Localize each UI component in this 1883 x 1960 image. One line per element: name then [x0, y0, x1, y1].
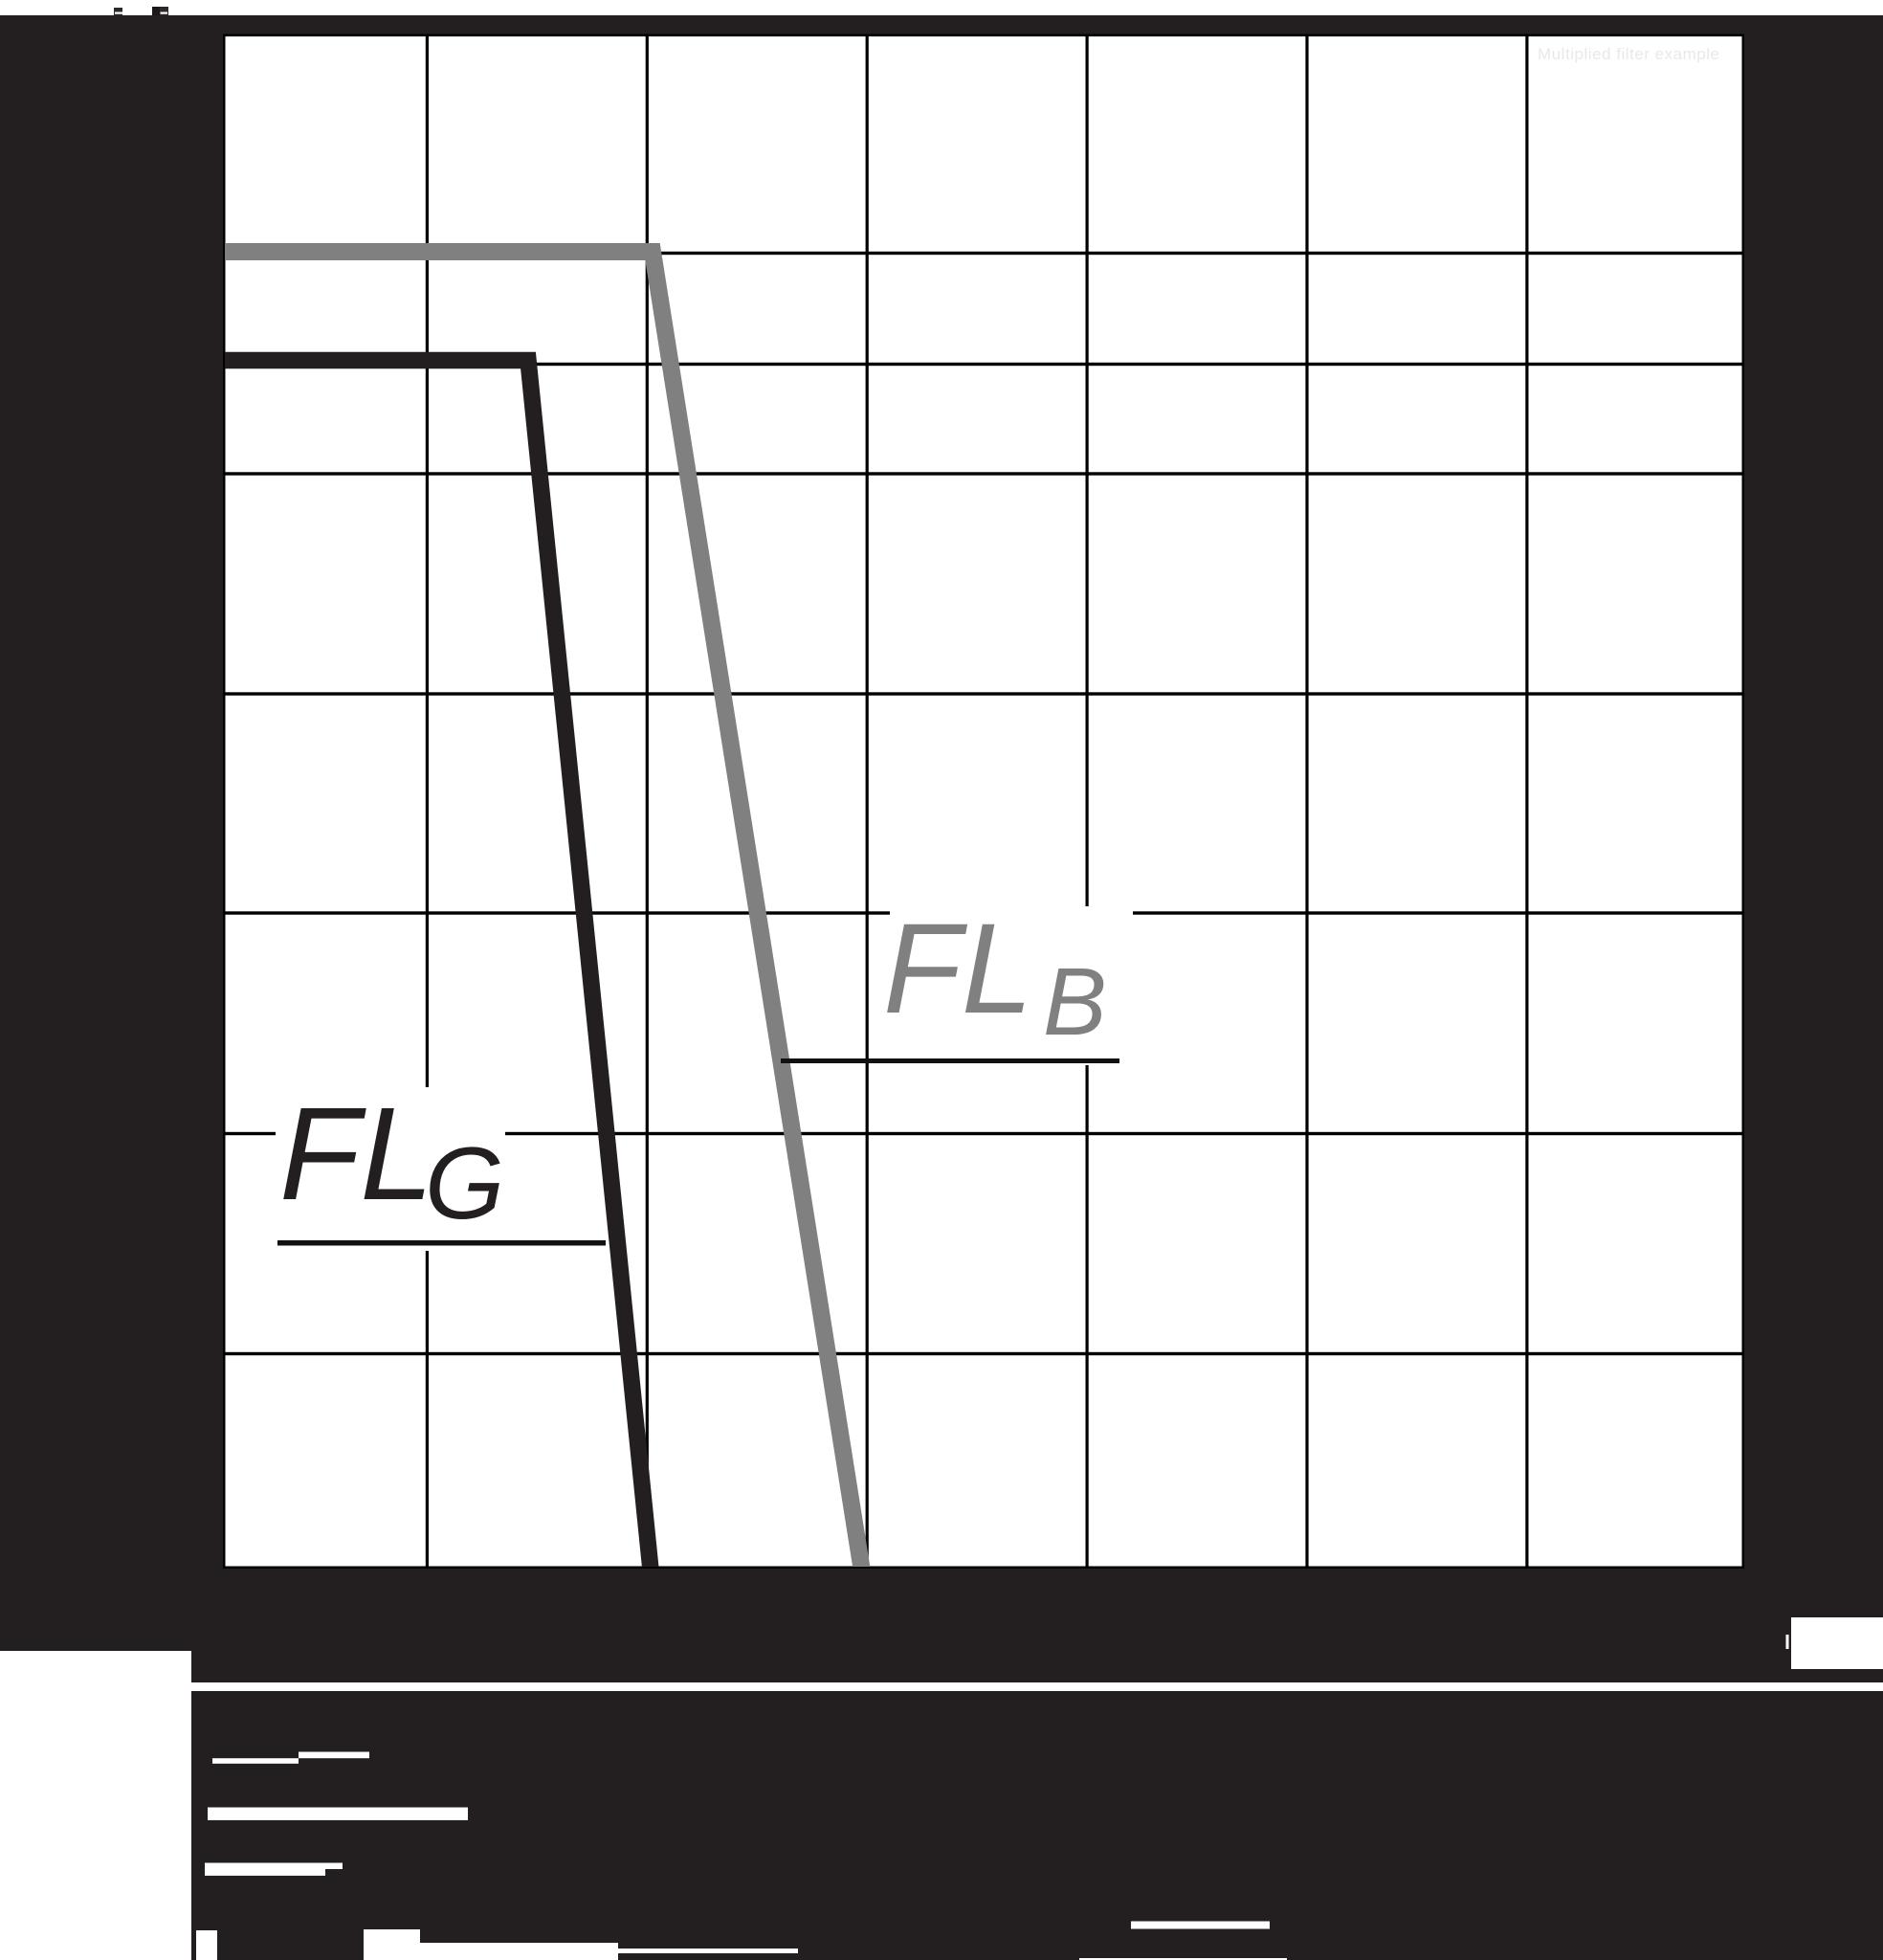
svg-text:FL: FL — [883, 898, 1032, 1040]
svg-text:G: G — [425, 1125, 504, 1240]
svg-text:B: B — [1043, 948, 1107, 1056]
svg-text:FL: FL — [279, 1080, 433, 1228]
svg-text:Multiplied filter example: Multiplied filter example — [1538, 45, 1719, 63]
